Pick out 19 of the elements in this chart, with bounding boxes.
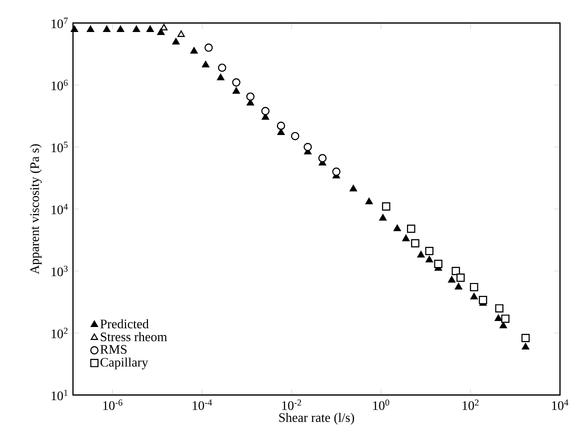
x-tick-label: 10$^{0}$ xyxy=(373,400,390,410)
x-tick-label: 10$^{-6}$ xyxy=(103,400,122,410)
x-tick-label: 10$^{4}$ xyxy=(552,400,568,410)
y-tick-label: 10$^{6}$ xyxy=(52,80,68,90)
legend-label: Stress rheom xyxy=(100,332,168,342)
y-tick-label: 10$^{3}$ xyxy=(52,266,68,276)
x-axis-title: Shear rate (l/s) xyxy=(279,412,354,425)
y-tick-label: 10$^{7}$ xyxy=(52,18,68,28)
x-tick-label: 10$^{2}$ xyxy=(462,400,479,410)
y-tick-label: 10$^{5}$ xyxy=(52,142,68,152)
x-tick-label: 10$^{-4}$ xyxy=(192,400,212,410)
legend-label: RMS xyxy=(100,345,127,354)
x-tick-label: 10$^{-2}$ xyxy=(282,400,302,410)
y-tick-label: 10$^{4}$ xyxy=(52,204,68,214)
y-axis-title: Apparent viscosity (Pa s) xyxy=(30,144,42,274)
y-tick-label: 10$^{2}$ xyxy=(52,328,68,338)
legend-label: Capillary xyxy=(100,358,148,370)
legend-label: Predicted xyxy=(100,319,149,328)
y-tick-label: 10$^{1}$ xyxy=(52,390,68,400)
